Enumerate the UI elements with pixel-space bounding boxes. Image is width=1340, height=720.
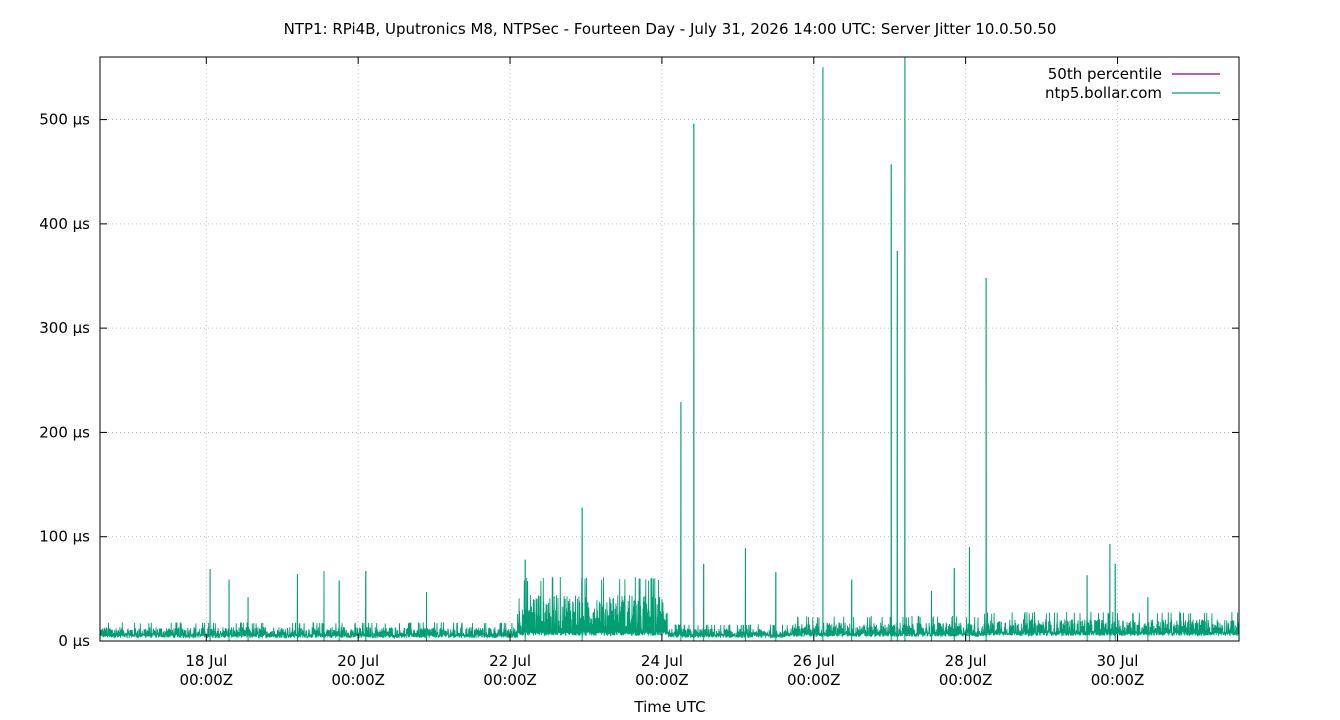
plot-area	[99, 56, 1240, 641]
chart-title: NTP1: RPi4B, Uputronics M8, NTPSec - Fou…	[284, 20, 1057, 38]
x-tick-label-time: 00:00Z	[939, 671, 993, 689]
legend-label: ntp5.bollar.com	[1045, 84, 1162, 102]
x-axis-label: Time UTC	[633, 698, 705, 716]
legend-label: 50th percentile	[1048, 65, 1162, 83]
x-tick-label: 26 Jul	[793, 652, 835, 670]
y-tick-label: 200 µs	[39, 423, 90, 441]
grid	[100, 57, 1239, 641]
plot-frame	[99, 56, 1240, 642]
x-tick-label: 18 Jul	[185, 652, 227, 670]
x-tick-label: 22 Jul	[489, 652, 531, 670]
x-tick-label: 20 Jul	[337, 652, 379, 670]
y-tick-label: 400 µs	[39, 215, 90, 233]
y-tick-label: 500 µs	[39, 111, 90, 129]
x-tick-label: 24 Jul	[641, 652, 683, 670]
x-tick-label: 28 Jul	[945, 652, 987, 670]
x-tick-label-time: 00:00Z	[1091, 671, 1145, 689]
x-tick-label-time: 00:00Z	[483, 671, 537, 689]
x-tick-label: 30 Jul	[1097, 652, 1139, 670]
x-tick-label-time: 00:00Z	[331, 671, 385, 689]
series-line-ntp5	[99, 56, 1240, 640]
y-tick-label: 100 µs	[39, 528, 90, 546]
y-tick-label: 0 µs	[58, 632, 90, 650]
axes: 0 µs 100 µs 200 µs 300 µs 400 µs 500 µs 18 Jul…	[39, 57, 1239, 689]
x-tick-label-time: 00:00Z	[180, 671, 234, 689]
x-tick-label-time: 00:00Z	[635, 671, 689, 689]
x-tick-label-time: 00:00Z	[787, 671, 841, 689]
y-tick-label: 300 µs	[39, 319, 90, 337]
